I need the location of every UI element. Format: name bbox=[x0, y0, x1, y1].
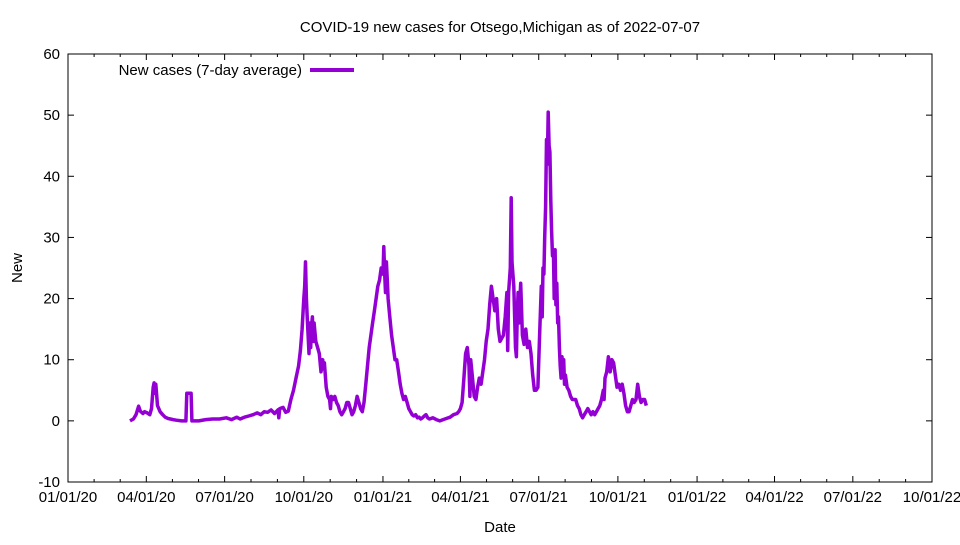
x-tick-label: 01/01/20 bbox=[39, 489, 97, 506]
y-tick-label: 50 bbox=[43, 107, 60, 124]
x-tick-label: 01/01/22 bbox=[668, 489, 726, 506]
y-tick-label: -10 bbox=[38, 474, 60, 491]
y-tick-label: 60 bbox=[43, 46, 60, 63]
chart-title: COVID-19 new cases for Otsego,Michigan a… bbox=[300, 19, 700, 36]
x-tick-label: 10/01/22 bbox=[903, 489, 960, 506]
x-tick-label: 10/01/21 bbox=[589, 489, 647, 506]
x-axis-label: Date bbox=[484, 519, 516, 536]
y-tick-label: 20 bbox=[43, 291, 60, 308]
series-layer bbox=[129, 110, 648, 423]
x-tick-label: 07/01/21 bbox=[510, 489, 568, 506]
x-tick-label: 04/01/22 bbox=[745, 489, 803, 506]
x-tick-label: 04/01/20 bbox=[117, 489, 175, 506]
x-tick-label: 07/01/20 bbox=[195, 489, 253, 506]
y-tick-label: 40 bbox=[43, 168, 60, 185]
axis-ticks: -10 0 10 20 30 40 50 60 01/01/20 04/01/20 07/01/20… bbox=[38, 46, 960, 506]
y-tick-label: 10 bbox=[43, 352, 60, 369]
legend: New cases (7-day average) bbox=[119, 62, 354, 79]
legend-label: New cases (7-day average) bbox=[119, 62, 302, 79]
y-tick-label: 30 bbox=[43, 229, 60, 246]
x-tick-label: 07/01/22 bbox=[824, 489, 882, 506]
x-tick-label: 01/01/21 bbox=[354, 489, 412, 506]
series-line bbox=[129, 110, 648, 423]
x-tick-label: 10/01/20 bbox=[275, 489, 333, 506]
y-tick-label: 0 bbox=[52, 413, 60, 430]
plot-frame bbox=[67, 53, 933, 483]
y-axis-label: New bbox=[9, 253, 26, 283]
x-tick-label: 04/01/21 bbox=[431, 489, 489, 506]
